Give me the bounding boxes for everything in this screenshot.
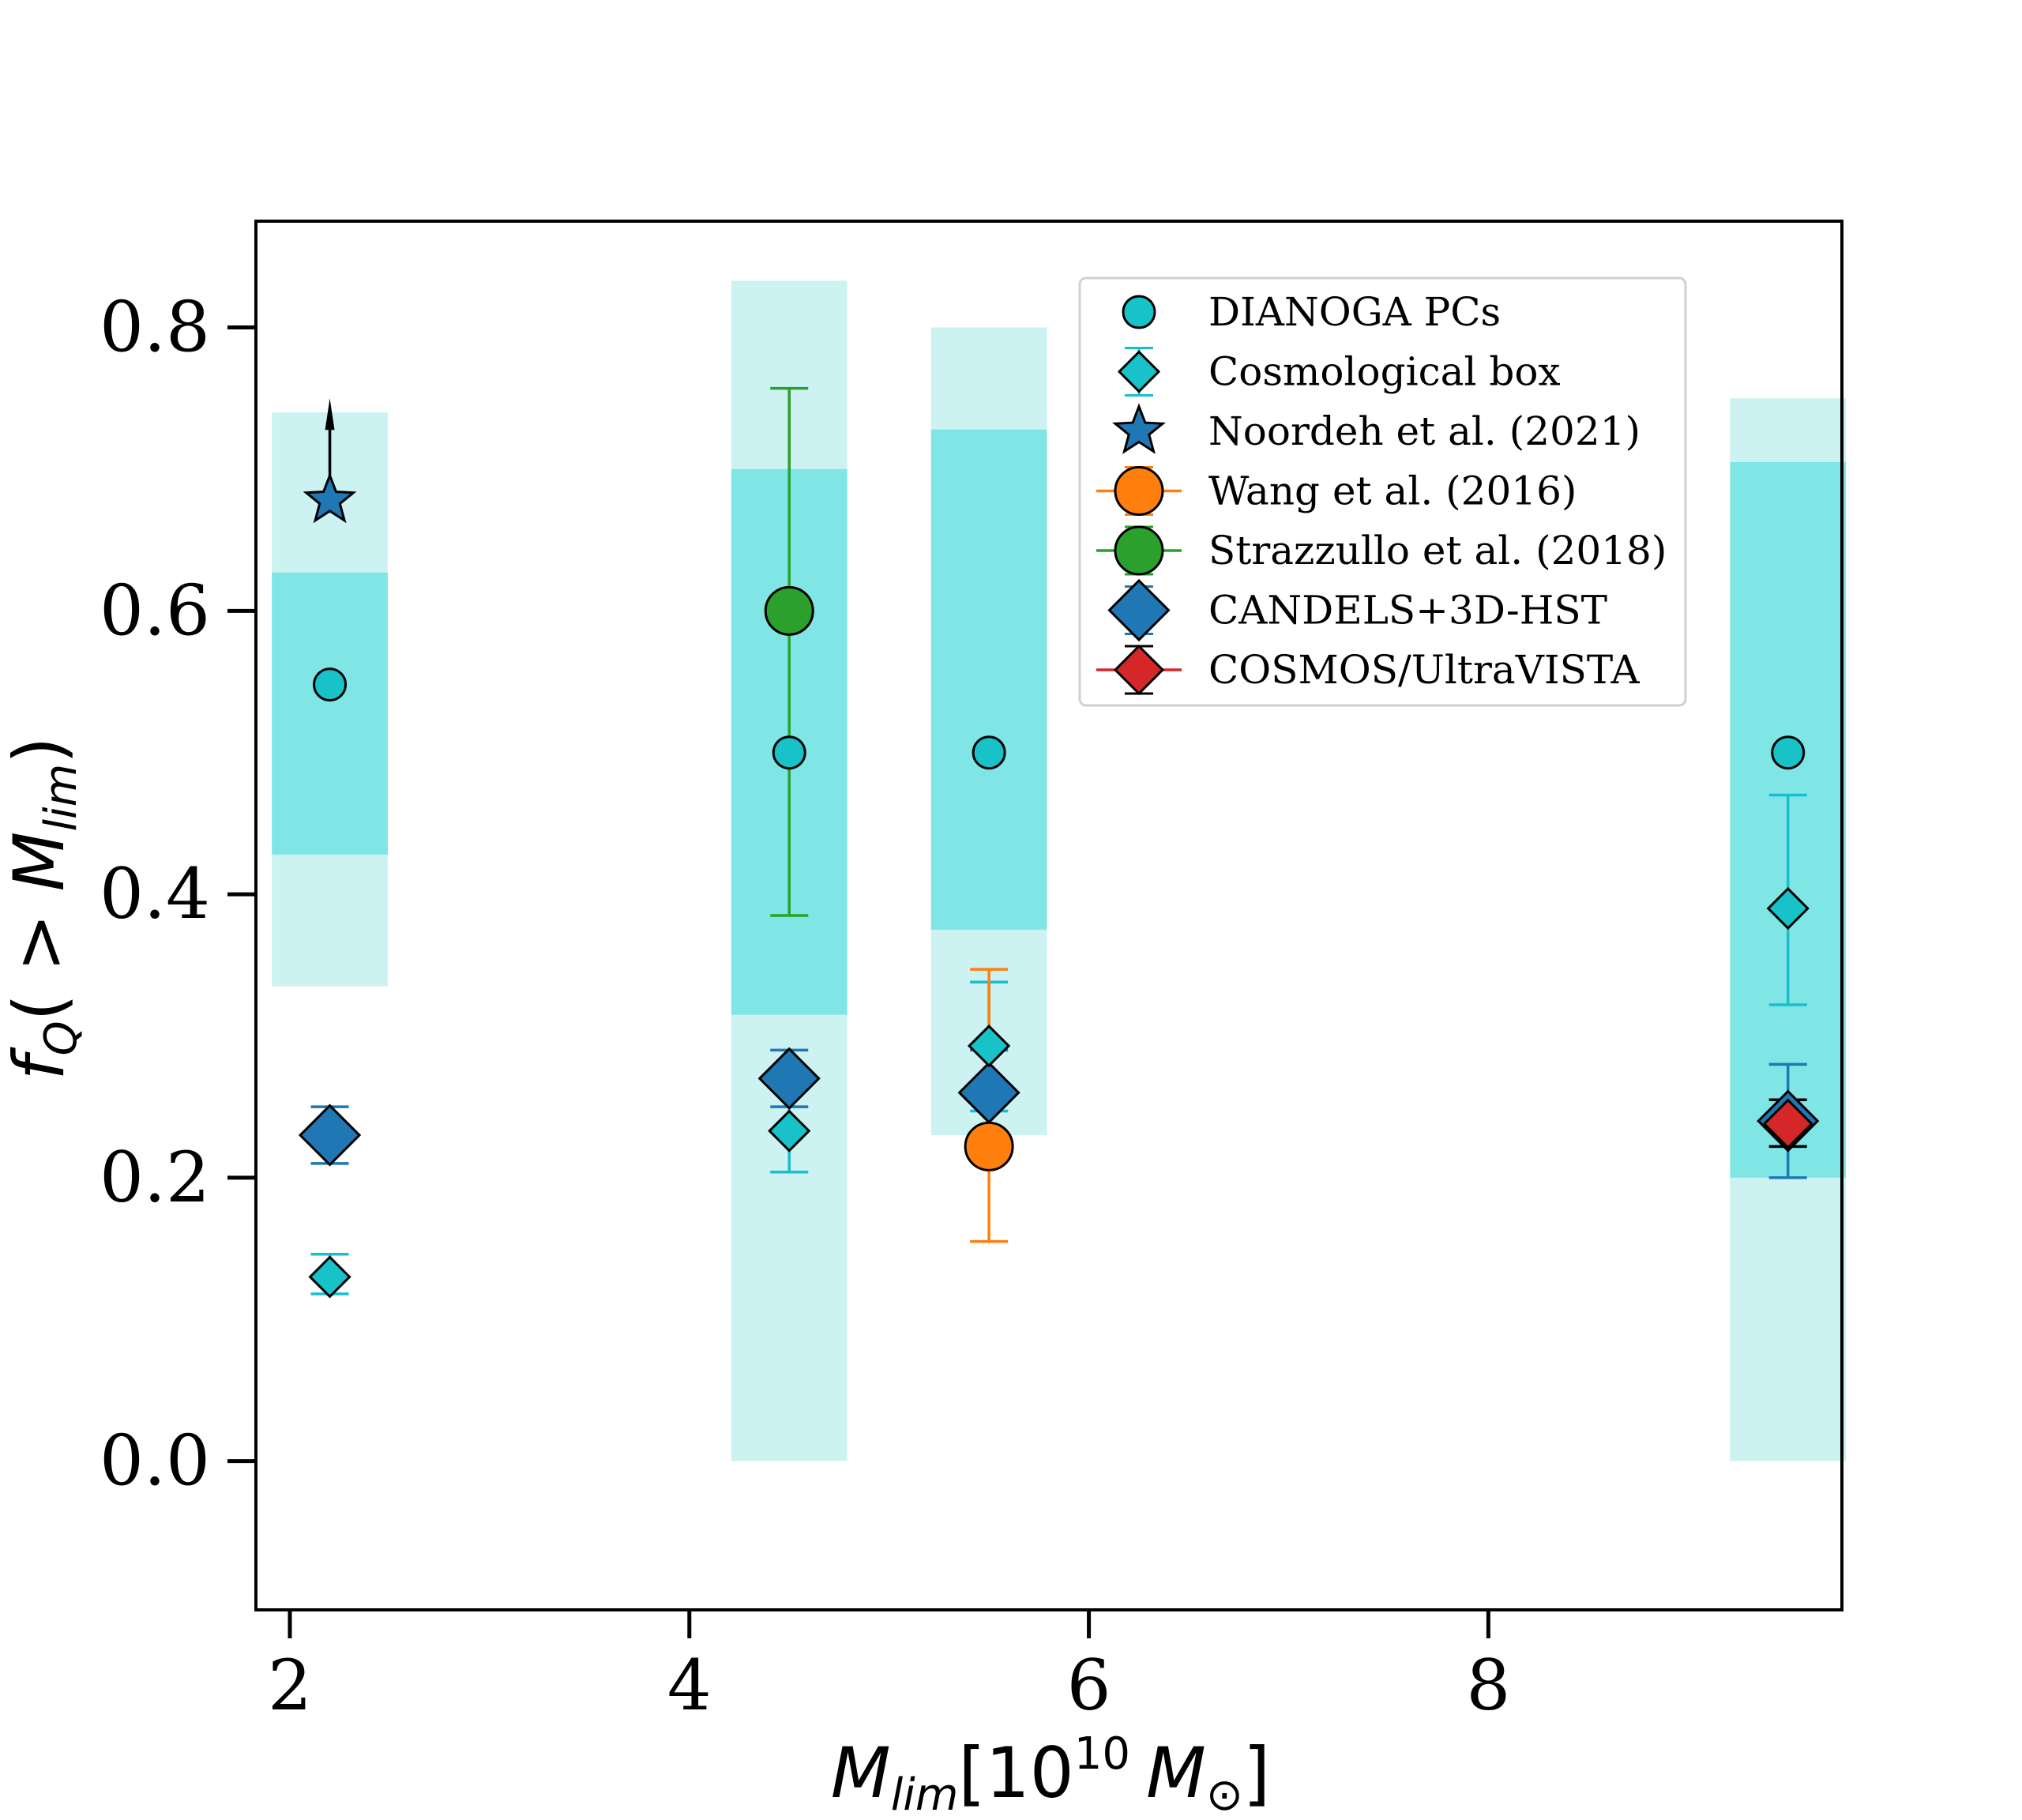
marker-diamond-5-0 [298,1104,362,1167]
x-tick-label-1: 4 [667,1645,712,1726]
x-label-sub: lim [891,1769,959,1820]
y-tick-label-0: 0.0 [100,1420,210,1502]
x-label-bracket-close: ] [1243,1732,1270,1814]
marker-circle-0-3 [1771,735,1806,770]
y-tick-label-4: 0.8 [100,287,210,368]
ticks-layer: 2 4 6 8 0.0 0.2 0.4 0.6 0.8 [100,287,1510,1726]
marker-circle-0-1 [772,735,806,770]
marker-circle-4-0 [764,585,814,636]
legend-label-5: CANDELS+3D-HST [1208,588,1607,634]
legend-marker-6 [1113,644,1165,696]
legend-marker-3 [1114,466,1164,516]
x-label-main: M [831,1732,891,1814]
y-tick-label-2: 0.4 [100,853,210,934]
markers-layer [298,472,1820,1299]
legend-marker-1 [1117,350,1161,393]
legend-label-0: DIANOGA PCs [1208,289,1501,335]
marker-diamond-6-0 [1762,1098,1813,1149]
legend-marker-2 [1112,403,1166,454]
x-label-sup: 10 [1074,1728,1130,1780]
legend-label-1: Cosmological box [1208,349,1561,395]
marker-diamond-1-2 [968,1024,1011,1068]
x-label-unit: M [1146,1732,1206,1814]
limit-arrow-head-0 [325,398,335,431]
legend-label-6: COSMOS/UltraVISTA [1208,647,1640,693]
legend-label-4: Strazzullo et al. (2018) [1208,528,1667,573]
x-tick-label-0: 2 [268,1645,312,1726]
marker-diamond-5-1 [757,1047,821,1110]
y-label-sub: Q [36,1021,87,1055]
legend-marker-4 [1114,525,1164,576]
y-label-inner-sub: lim [36,764,87,832]
legend: DIANOGA PCs Cosmological box Noordeh et al… [1078,276,1687,707]
y-tick-label-3: 0.6 [100,570,210,651]
y-axis-label: fQ( > Mlim) [0,736,87,1080]
x-axis-label: Mlim[1010 M⊙] [831,1728,1270,1820]
band-inner-2 [930,429,1047,930]
marker-circle-0-0 [313,667,348,702]
x-label-bracket-open: [10 [958,1732,1073,1814]
legend-marker-5 [1107,578,1171,642]
x-tick-label-2: 6 [1067,1645,1111,1726]
marker-diamond-1-1 [768,1109,811,1153]
x-tick-label-3: 8 [1466,1645,1510,1726]
marker-diamond-1-0 [308,1255,351,1299]
y-tick-label-1: 0.2 [100,1137,210,1218]
y-label-inner: M [0,832,80,892]
legend-label-3: Wang et al. (2016) [1208,468,1577,514]
y-label-paren-close: ) [0,736,80,763]
x-label-unit-sub: ⊙ [1206,1769,1243,1820]
legend-box [1078,276,1687,707]
marker-circle-0-2 [972,735,1006,770]
y-label-paren-open: ( > [0,891,80,1021]
marker-star-2-0 [303,472,357,524]
plot-frame [254,220,1843,1611]
legend-marker-0 [1122,295,1156,329]
marker-circle-3-0 [964,1121,1014,1171]
legend-label-2: Noordeh et al. (2021) [1208,408,1641,454]
band-inner-0 [272,572,388,855]
marker-diamond-1-3 [1766,886,1810,931]
